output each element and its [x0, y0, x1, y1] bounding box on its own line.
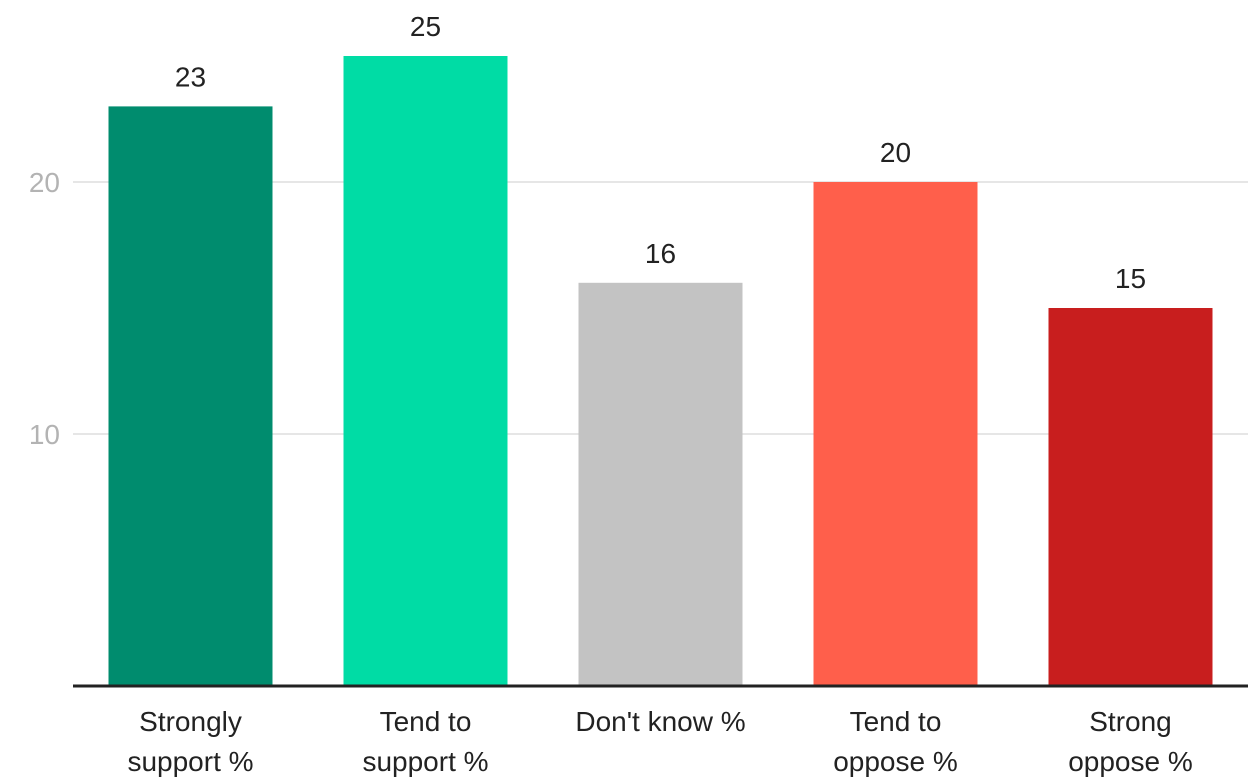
data-label: 20 [880, 137, 911, 168]
data-label: 16 [645, 238, 676, 269]
bar [578, 282, 743, 686]
y-tick-label: 10 [29, 419, 60, 450]
category-label: support % [127, 746, 253, 777]
category-label: Tend to [850, 706, 942, 737]
category-label: Strong [1089, 706, 1172, 737]
bar [1048, 308, 1213, 686]
data-label: 25 [410, 11, 441, 42]
category-label: oppose % [1068, 746, 1193, 777]
bar [108, 106, 273, 686]
data-label: 15 [1115, 263, 1146, 294]
bar [813, 182, 978, 686]
category-label: oppose % [833, 746, 958, 777]
x-axis-categories: Strongly support % Tend to support % Don't k… [127, 706, 1192, 777]
category-label: Don't know % [575, 706, 745, 737]
data-label: 23 [175, 61, 206, 92]
y-axis-ticks: 10 20 [29, 167, 60, 450]
data-labels: 23 25 16 20 15 [175, 11, 1146, 294]
category-label: Strongly [139, 706, 242, 737]
category-label: Tend to [380, 706, 472, 737]
bar [343, 56, 508, 686]
category-label: support % [362, 746, 488, 777]
bars [108, 56, 1213, 686]
y-tick-label: 20 [29, 167, 60, 198]
